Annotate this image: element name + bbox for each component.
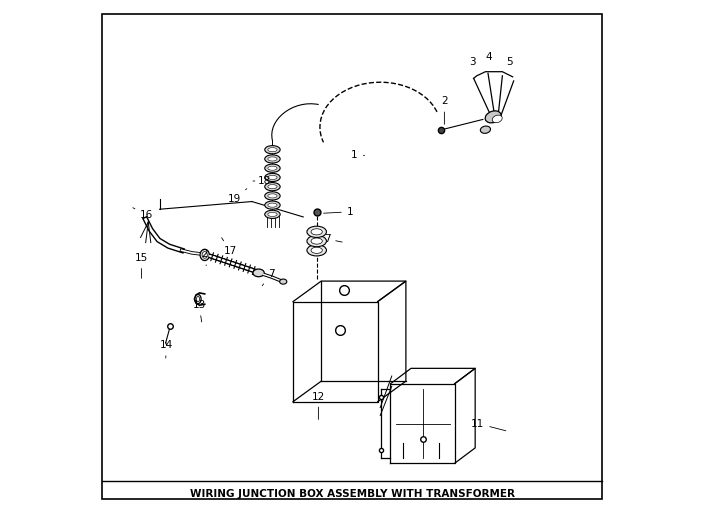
Text: 14: 14: [160, 340, 173, 358]
Text: 2: 2: [441, 96, 448, 124]
Ellipse shape: [265, 201, 280, 209]
Ellipse shape: [268, 203, 277, 207]
Text: 2: 2: [201, 249, 208, 266]
Ellipse shape: [200, 249, 209, 261]
Text: 16: 16: [133, 208, 153, 220]
Ellipse shape: [268, 148, 277, 152]
Text: 17: 17: [222, 238, 237, 256]
Ellipse shape: [196, 297, 199, 302]
Ellipse shape: [492, 115, 502, 123]
Text: 12: 12: [312, 392, 325, 420]
Ellipse shape: [268, 194, 277, 198]
Text: 13: 13: [192, 300, 206, 322]
Text: 19: 19: [227, 189, 247, 204]
Ellipse shape: [268, 166, 277, 170]
Ellipse shape: [268, 185, 277, 189]
Text: 1: 1: [351, 150, 365, 160]
Ellipse shape: [265, 173, 280, 182]
Ellipse shape: [195, 295, 201, 304]
Text: 5: 5: [506, 57, 513, 68]
Ellipse shape: [279, 279, 287, 284]
Text: 3: 3: [470, 57, 476, 68]
Ellipse shape: [268, 157, 277, 161]
Ellipse shape: [265, 164, 280, 172]
Ellipse shape: [265, 146, 280, 154]
Ellipse shape: [202, 252, 207, 258]
Text: 4: 4: [486, 52, 492, 62]
Ellipse shape: [307, 245, 327, 256]
Text: 7: 7: [262, 269, 275, 286]
Text: 15: 15: [135, 253, 149, 278]
Ellipse shape: [311, 247, 322, 253]
Ellipse shape: [265, 155, 280, 163]
Ellipse shape: [268, 175, 277, 180]
Text: WIRING JUNCTION BOX ASSEMBLY WITH TRANSFORMER: WIRING JUNCTION BOX ASSEMBLY WITH TRANSF…: [189, 489, 515, 499]
Text: 1: 1: [324, 207, 353, 217]
Ellipse shape: [265, 211, 280, 218]
Ellipse shape: [265, 192, 280, 200]
Text: 11: 11: [471, 418, 506, 431]
Ellipse shape: [311, 229, 322, 235]
Ellipse shape: [307, 235, 327, 247]
Ellipse shape: [311, 238, 322, 244]
Ellipse shape: [253, 269, 264, 277]
Ellipse shape: [485, 111, 501, 123]
Ellipse shape: [268, 212, 277, 216]
Ellipse shape: [480, 126, 491, 133]
Text: 18: 18: [253, 176, 271, 186]
Text: 7: 7: [324, 234, 342, 244]
Ellipse shape: [265, 183, 280, 191]
Ellipse shape: [307, 226, 327, 237]
